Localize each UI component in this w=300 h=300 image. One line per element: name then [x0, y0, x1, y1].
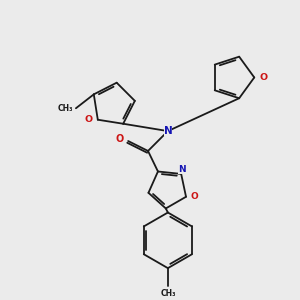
Text: CH₃: CH₃	[160, 289, 176, 298]
Text: O: O	[85, 115, 93, 124]
Text: N: N	[178, 166, 186, 175]
Text: O: O	[191, 192, 199, 201]
Text: N: N	[164, 126, 172, 136]
Text: CH₃: CH₃	[57, 104, 73, 113]
Text: O: O	[116, 134, 124, 144]
Text: O: O	[259, 73, 267, 82]
